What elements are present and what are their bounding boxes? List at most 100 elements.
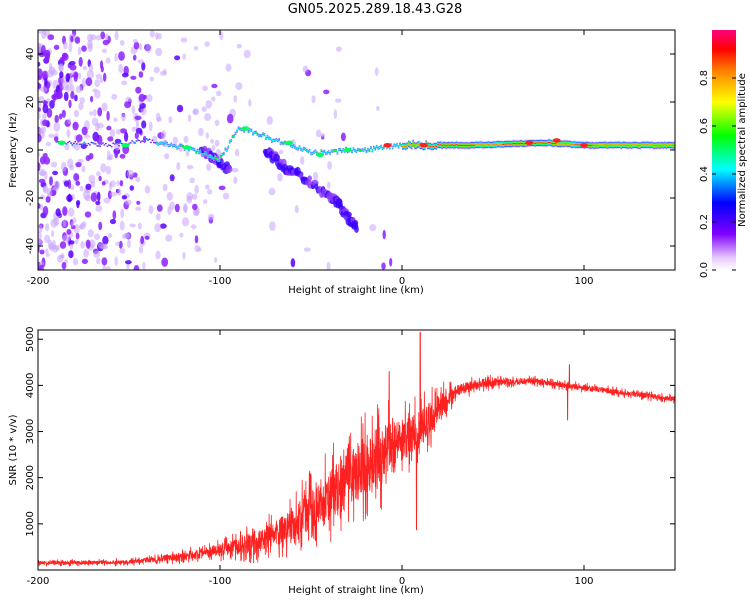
spectrogram-noise-blob xyxy=(117,188,122,197)
spectrogram-noise-blob xyxy=(87,33,93,42)
spectrogram-carrier-segment xyxy=(552,143,554,145)
spectrogram-carrier-segment xyxy=(547,141,550,144)
spectrogram-noise-blob xyxy=(101,102,108,112)
spectrogram-carrier-segment xyxy=(176,147,178,149)
spectrogram-carrier-segment xyxy=(649,144,652,146)
spectrogram-noise-blob xyxy=(53,122,61,132)
spectrogram-noise-blob xyxy=(186,195,193,204)
spectrogram-carrier-segment xyxy=(636,144,639,146)
spectrogram-noise-blob xyxy=(97,107,103,117)
spectrogram-carrier-segment xyxy=(604,144,607,146)
spectrogram-noise-blob xyxy=(72,121,79,131)
spectrogram-carrier-segment xyxy=(493,144,496,146)
spectrogram-noise-blob xyxy=(303,247,311,252)
spectrogram-noise-blob xyxy=(135,86,142,94)
spectrogram-noise-blob xyxy=(214,139,220,147)
spectrogram-carrier-segment xyxy=(595,144,598,146)
spectrogram-carrier-segment xyxy=(511,143,513,145)
spectrogram-carrier-segment xyxy=(201,154,203,156)
spectrogram-noise-blob xyxy=(141,120,147,129)
spectrogram-carrier-segment xyxy=(412,142,414,144)
spectrogram-noise-blob xyxy=(180,37,188,43)
spectrogram-noise-blob xyxy=(38,232,42,240)
spectrogram-carrier-segment xyxy=(662,144,665,147)
spectrogram-noise-blob xyxy=(38,82,41,90)
spectrogram-carrier-segment xyxy=(218,159,221,161)
spectrogram-carrier-segment xyxy=(445,145,448,147)
spectrogram-noise-blob xyxy=(130,75,137,80)
spectrogram-carrier-segment xyxy=(364,148,366,150)
spectrogram-noise-blob xyxy=(204,41,210,47)
spectrogram-carrier-segment xyxy=(163,143,165,145)
spectrogram-carrier-segment xyxy=(638,145,640,147)
spectrogram-noise-blob xyxy=(69,61,76,66)
spectrogram-branch-blob xyxy=(354,225,359,233)
spectrogram-carrier-segment xyxy=(223,153,225,155)
spectrogram-noise-blob xyxy=(268,187,276,196)
snr-background xyxy=(38,330,675,570)
snr-x-axis-label: Height of straight line (km) xyxy=(288,585,424,596)
spectrogram-carrier-segment xyxy=(352,148,355,150)
figure-title: GN05.2025.289.18.43.G28 xyxy=(287,2,463,17)
spectrogram-carrier-segment xyxy=(399,143,401,145)
spectrogram-peak xyxy=(343,147,352,153)
colorbar-tick-label: 0.4 xyxy=(699,166,710,182)
spectrogram-carrier-segment xyxy=(482,144,484,146)
spectrogram-carrier-segment xyxy=(119,142,122,144)
spectrogram-noise-blob xyxy=(53,44,60,50)
spectrogram-noise-blob xyxy=(186,165,194,170)
spectrogram-carrier-segment xyxy=(403,145,406,147)
spectrogram-carrier-segment xyxy=(365,151,368,152)
spectrogram-carrier-segment xyxy=(154,142,157,144)
spectrogram-carrier-segment xyxy=(362,149,365,151)
spectrogram-carrier-segment xyxy=(336,152,339,154)
spectrogram-carrier-segment xyxy=(263,134,266,136)
spectrogram-noise-blob xyxy=(182,203,188,213)
spectrogram-noise-blob xyxy=(120,208,125,219)
spectrogram-carrier-segment xyxy=(252,133,254,135)
spectrogram-noise-blob xyxy=(107,136,114,142)
spectrogram-carrier-segment xyxy=(620,145,623,147)
spectrogram-carrier-segment xyxy=(65,143,68,145)
spectrogram-noise-blob xyxy=(334,98,342,103)
colorbar-ticks: 0.0 0.2 0.4 0.6 0.8 xyxy=(699,70,736,278)
spectrogram-noise-blob xyxy=(43,156,51,165)
spectrogram-carrier-segment xyxy=(121,143,123,144)
spectrogram-noise-blob xyxy=(40,194,45,200)
spectrogram-noise-blob xyxy=(79,97,85,104)
spectrogram-carrier-segment xyxy=(234,133,237,134)
spectrogram-noise-blob xyxy=(38,102,42,108)
spectrogram-noise-blob xyxy=(161,257,169,267)
spectrogram-noise-blob xyxy=(72,258,79,266)
spectrogram-carrier-segment xyxy=(243,130,245,132)
spectrogram-carrier-segment xyxy=(643,144,646,146)
spectrogram-noise-blob xyxy=(58,113,63,120)
spectrogram-carrier-segment xyxy=(339,149,342,151)
spectrogram-noise-blob xyxy=(248,99,252,107)
spectrogram-noise-blob xyxy=(132,38,138,43)
spectrogram-carrier-segment xyxy=(68,140,71,142)
spectrogram-carrier-segment xyxy=(502,143,505,146)
spectrogram-noise-blob xyxy=(134,115,142,121)
spectrogram-carrier-segment xyxy=(214,156,216,158)
spectrogram-noise-blob xyxy=(101,257,108,266)
spectrogram-carrier-segment xyxy=(515,143,518,145)
spectrogram-noise-blob xyxy=(138,245,144,254)
spectrogram-noise-blob xyxy=(115,241,120,247)
spectrogram-carrier-segment xyxy=(253,132,256,134)
spectrogram-carrier-segment xyxy=(99,145,101,147)
spectrogram-carrier-segment xyxy=(671,144,674,146)
spectrogram-noise-blob xyxy=(106,110,110,121)
spectrogram-carrier-segment xyxy=(451,144,454,146)
colorbar: 0.0 0.2 0.4 0.6 0.8 Normalized spectral ampl… xyxy=(699,30,748,278)
spectrogram-noise-blob xyxy=(42,206,49,216)
spectrogram-noise-blob xyxy=(75,239,79,245)
spectrogram-noise-blob xyxy=(70,184,75,191)
spectrogram-noise-blob xyxy=(66,229,72,235)
spectrogram-noise-blob xyxy=(132,54,137,61)
spectrogram-carrier-segment xyxy=(239,128,241,130)
spectrogram-carrier-segment xyxy=(308,150,311,151)
spectrogram-branch-blob xyxy=(307,175,313,182)
spectrogram-noise-blob xyxy=(109,218,117,225)
